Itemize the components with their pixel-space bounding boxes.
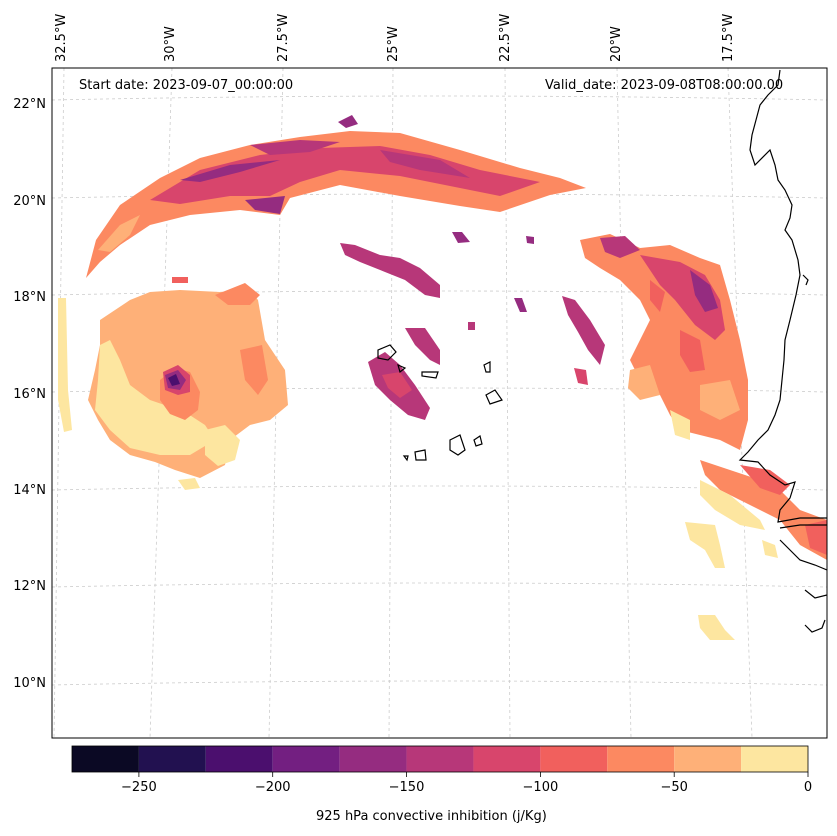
colorbar-tick-label: −200	[254, 780, 291, 795]
colorbar-segment	[339, 746, 407, 772]
lon-label-30w: 30°W	[163, 26, 178, 62]
colorbar-tick-label: −100	[522, 780, 559, 795]
lon-label-22-5w: 22.5°W	[498, 13, 513, 62]
cin-hurricane-system	[58, 277, 288, 490]
map-frame	[51, 67, 828, 739]
lat-label-14n: 14°N	[13, 483, 46, 498]
colorbar-segment	[138, 746, 206, 772]
colorbar-segment	[540, 746, 608, 772]
colorbar-segment	[205, 746, 273, 772]
colorbar-segment	[741, 746, 808, 772]
cin-northern-band	[86, 115, 586, 278]
colorbar-tick-label: −50	[660, 780, 688, 795]
colorbar-segment	[406, 746, 474, 772]
colorbar-segment	[473, 746, 541, 772]
lat-label-10n: 10°N	[13, 676, 46, 691]
colorbar-segment	[72, 746, 139, 772]
lat-label-20n: 20°N	[13, 194, 46, 209]
coastline	[377, 69, 827, 633]
valid-date-label: Valid_date: 2023-09-08T08:00:00.00	[545, 78, 784, 93]
colorbar	[72, 746, 808, 772]
lat-label-22n: 22°N	[13, 97, 46, 112]
lon-label-32-5w: 32.5°W	[54, 13, 69, 62]
lat-label-18n: 18°N	[13, 290, 46, 305]
start-date-label: Start date: 2023-09-07_00:00:00	[79, 78, 294, 93]
lon-label-25w: 25°W	[386, 26, 401, 62]
cin-eastern-region	[580, 234, 827, 640]
lat-label-16n: 16°N	[13, 387, 46, 402]
colorbar-frame	[71, 745, 809, 773]
colorbar-segment	[674, 746, 742, 772]
lon-label-27-5w: 27.5°W	[276, 13, 291, 62]
cin-central-patches	[340, 232, 605, 420]
lon-label-17-5w: 17.5°W	[721, 13, 736, 62]
colorbar-segment	[607, 746, 675, 772]
colorbar-tick-label: −150	[388, 780, 425, 795]
colorbar-segment	[272, 746, 340, 772]
lon-label-20w: 20°W	[609, 26, 624, 62]
colorbar-tick-label: −250	[121, 780, 157, 795]
colorbar-tick-label: 0	[803, 780, 813, 795]
colorbar-ticks	[138, 772, 809, 777]
lat-label-12n: 12°N	[13, 579, 46, 594]
colorbar-title: 925 hPa convective inhibition (j/Kg)	[316, 809, 547, 824]
